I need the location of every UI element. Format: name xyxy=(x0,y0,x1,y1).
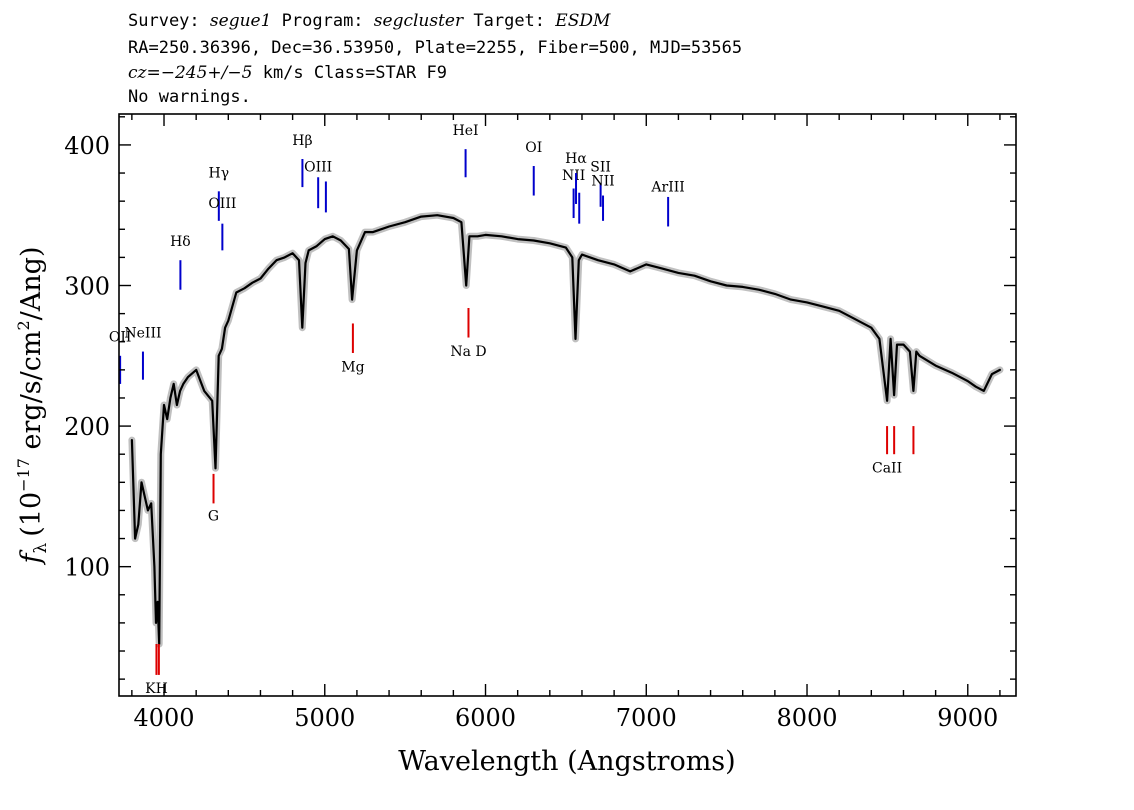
absorption-line-label-0: KH xyxy=(145,681,168,697)
x-tick-label: 9000 xyxy=(937,704,998,732)
survey-value: segue1 xyxy=(209,11,272,31)
emission-line-label-14: NII xyxy=(591,174,614,190)
y-axis-label: fλ(10−17 erg/s/cm2/Ang) xyxy=(14,247,51,566)
x-tick-label: 8000 xyxy=(776,704,837,732)
header-line-2: RA=250.36396, Dec=36.53950, Plate=2255, … xyxy=(128,38,743,58)
program-value: segcluster xyxy=(373,11,464,31)
header-line-3: cz=−245+/−5 km/s Class=STAR F9 xyxy=(128,62,447,84)
target-value: ESDM xyxy=(555,11,611,31)
y-tick-label: 300 xyxy=(64,273,110,301)
y-tick-label: 100 xyxy=(64,554,110,582)
y-label-exp2: 2 xyxy=(14,320,33,330)
target-label: Target: xyxy=(473,11,546,31)
emission-line-label-6: OIII xyxy=(304,160,332,176)
y-label-mid: erg/s/cm xyxy=(16,331,47,459)
header-line-4: No warnings. xyxy=(128,87,251,107)
emission-line-label-3: Hγ xyxy=(209,165,230,181)
axis-ticks xyxy=(119,114,1016,696)
emission-line-label-5: Hβ xyxy=(292,133,312,149)
y-tick-label: 400 xyxy=(64,132,110,160)
emission-line-label-13: SII xyxy=(590,160,611,176)
plot-frame xyxy=(118,113,1017,697)
flux-band xyxy=(128,211,1004,648)
redshift-value: cz=−245+/−5 xyxy=(128,63,253,83)
flux-layer xyxy=(130,214,1002,646)
absorption-line-label-5: CaII xyxy=(872,460,902,476)
header-line-1: Survey: segue1 Program: segcluster Targe… xyxy=(128,10,610,32)
emission-line-label-11: Hα xyxy=(565,151,587,167)
emission-line-label-1: NeIII xyxy=(124,326,161,342)
y-label-post: /Ang) xyxy=(16,247,47,321)
y-label-pre: (10 xyxy=(16,492,47,537)
emission-line-label-15: ArIII xyxy=(650,179,684,195)
survey-label: Survey: xyxy=(128,11,200,31)
emission-line-label-8: HeI xyxy=(453,123,479,139)
x-tick-label: 6000 xyxy=(455,704,516,732)
absorption-line-label-4: Na D xyxy=(450,344,486,360)
program-label: Program: xyxy=(281,11,364,31)
emission-line-label-4: OIII xyxy=(208,196,236,212)
y-tick-labels: 100 200 300 400 xyxy=(64,132,110,582)
emission-line-label-9: OI xyxy=(525,140,542,156)
x-tick-label: 5000 xyxy=(294,704,355,732)
x-tick-label: 4000 xyxy=(133,704,194,732)
x-tick-labels: 4000 5000 6000 7000 8000 9000 xyxy=(133,704,998,732)
emission-line-label-10: NII xyxy=(562,168,585,184)
x-tick-label: 7000 xyxy=(616,704,677,732)
y-label-sub: λ xyxy=(31,542,51,553)
y-tick-label: 200 xyxy=(64,413,110,441)
x-axis-label: Wavelength (Angstroms) xyxy=(398,746,735,777)
emission-line-label-2: Hδ xyxy=(170,234,191,250)
flux-noise-layer xyxy=(128,211,1004,648)
class-text: km/s Class=STAR F9 xyxy=(262,63,447,83)
emission-line-label-0: OII xyxy=(109,330,132,346)
y-label-exp1: −17 xyxy=(14,458,33,492)
flux-line xyxy=(130,214,1002,646)
absorption-line-label-3: Mg xyxy=(341,359,364,375)
absorption-line-label-2: G xyxy=(208,508,219,524)
